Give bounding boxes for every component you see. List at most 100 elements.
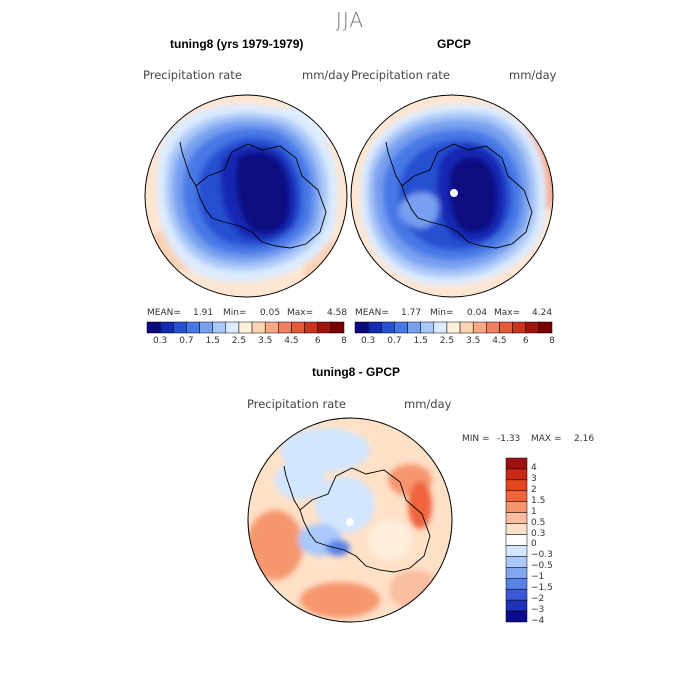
colorbar-swatch-diff [505,523,528,535]
colorbar-swatch-model [330,321,345,334]
colorbar-tick-model: 0.3 [152,336,168,346]
colorbar-tick-diff: −4 [531,616,545,626]
mean-value-obs: 1.77 [401,308,422,318]
max-label-model: Max= [287,308,314,318]
map-diff-border [247,417,453,623]
colorbar-swatch-diff [505,501,528,513]
colorbar-swatch-diff [505,457,528,470]
min-label-diff: MIN = [462,434,490,444]
colorbar-swatch-obs [472,321,487,334]
colorbar-swatch-model [146,321,161,334]
colorbar-swatch-obs [499,321,513,334]
colorbar-swatch-diff [505,556,528,568]
colorbar-tick-model: 6 [314,336,321,346]
colorbar-diff [505,457,528,623]
colorbar-tick-diff: 0.5 [531,517,546,528]
colorbar-tick-obs: 2.5 [439,336,455,346]
colorbar-swatch-obs [512,321,526,334]
panel-title-model: tuning8 (yrs 1979-1979) [170,37,304,51]
colorbar-swatch-model [317,321,332,334]
units-label-obs: mm/day [509,68,557,82]
colorbar-tick-diff: −1 [531,572,545,583]
units-label-model: mm/day [302,68,350,82]
colorbar-tick-diff: −2 [531,594,545,605]
colorbar-tick-obs: 6 [522,336,529,346]
colorbar-tick-diff: 1 [531,506,537,517]
variable-label-diff: Precipitation rate [247,397,346,411]
colorbar-swatch-diff [505,468,528,481]
map-model-border [144,94,348,298]
max-value-diff: 2.16 [574,434,595,444]
min-value-model: 0.05 [260,308,281,318]
max-label-diff: MAX = [531,434,562,444]
colorbar-tick-model: 0.7 [179,336,194,346]
colorbar-tick-obs: 1.5 [413,336,428,346]
mean-value-model: 1.91 [193,308,214,318]
colorbar-swatch-model [173,321,187,334]
colorbar-swatch-model [212,321,227,334]
colorbar-swatch-model [291,321,305,334]
colorbar-swatch-diff [505,578,528,590]
colorbar-tick-diff: 1.5 [531,495,546,506]
colorbar-swatch-diff [505,512,528,524]
variable-label-obs: Precipitation rate [351,68,450,82]
colorbar-swatch-diff [505,479,528,492]
colorbar-tick-model: 1.5 [205,336,220,346]
panel-title-diff: tuning8 - GPCP [312,365,400,379]
colorbar-swatch-diff [505,490,528,502]
pole-mask-obs [450,189,458,197]
colorbar-swatch-model [159,321,174,334]
colorbar-swatch-diff [505,599,528,612]
colorbar-swatch-obs [367,321,382,334]
figure-title: JJA [335,8,365,32]
colorbar-swatch-obs [433,321,448,334]
colorbar-tick-diff: 3 [531,473,537,484]
colorbar-swatch-obs [446,321,461,334]
mean-label-obs: MEAN= [355,308,389,318]
colorbar-tick-model: 3.5 [258,336,273,346]
colorbar-tick-obs: 4.5 [492,336,507,346]
min-label-model: Min= [223,308,247,318]
units-label-diff: mm/day [404,397,452,411]
colorbar-swatch-diff [505,610,528,623]
colorbar-swatch-diff [505,534,528,546]
min-value-obs: 0.04 [467,308,488,318]
mean-label-model: MEAN= [147,308,181,318]
colorbar-tick-diff: −0.3 [531,550,553,561]
colorbar-tick-diff: −3 [531,605,545,616]
map-obs [351,95,553,297]
colorbar-swatch-obs [381,321,395,334]
colorbar-swatch-model [304,321,318,334]
colorbar-swatch-obs [420,321,435,334]
colorbar-tick-obs: 0.7 [387,336,402,346]
colorbar-tick-model: 2.5 [231,336,247,346]
min-label-obs: Min= [430,308,454,318]
variable-label-model: Precipitation rate [143,68,242,82]
map-obs-border [350,94,554,298]
colorbar-swatch-obs [459,321,474,334]
colorbar-tick-obs: 0.3 [360,336,376,346]
colorbar-swatch-model [225,321,240,334]
colorbar-swatch-model [264,321,279,334]
colorbar-tick-diff: −0.5 [531,561,553,572]
panel-title-obs: GPCP [437,37,472,51]
colorbar-swatch-obs [486,321,500,334]
colorbar-tick-diff: −1.5 [531,583,553,594]
pole-mask-diff [346,518,354,526]
colorbar-tick-diff: 0 [531,539,537,550]
colorbar-swatch-obs [394,321,408,334]
colorbar-swatch-model [251,321,266,334]
colorbar-tick-obs: 3.5 [466,336,481,346]
colorbar-swatch-model [278,321,292,334]
colorbar-swatch-model [238,321,253,334]
map-diff [248,418,452,622]
max-label-obs: Max= [494,308,521,318]
colorbar-tick-diff: 2 [531,484,537,495]
colorbar-swatch-obs [525,321,540,334]
colorbar-tick-model: 8 [341,336,347,346]
colorbar-swatch-obs [354,321,369,334]
colorbar-tick-diff: 4 [531,462,537,473]
colorbar-swatch-diff [505,545,528,557]
map-model [145,95,347,297]
